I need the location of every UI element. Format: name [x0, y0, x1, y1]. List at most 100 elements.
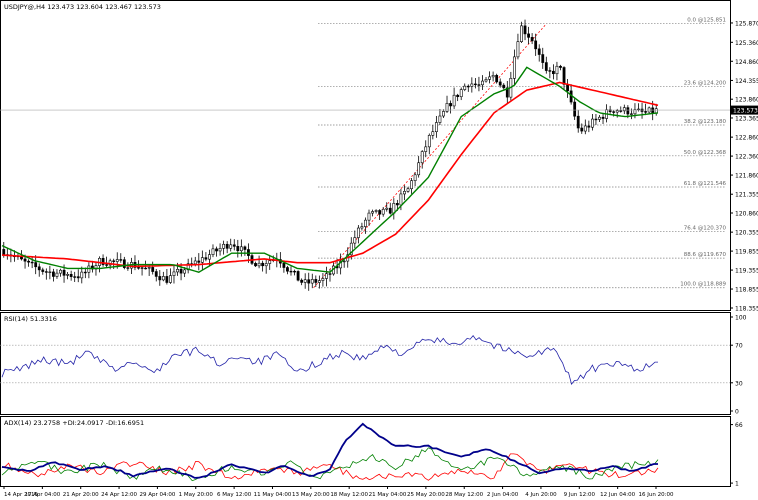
candle-bear [179, 268, 183, 274]
candle-bear [137, 267, 140, 269]
candle-bear [296, 271, 300, 281]
candle-bear [165, 276, 169, 283]
candle-bear [289, 270, 293, 273]
candle-bull [317, 280, 321, 283]
candle-bear [608, 109, 612, 112]
moving-averages [1, 66, 659, 273]
candle-bull [442, 111, 445, 117]
candle-bull [583, 125, 587, 132]
candle-bull [169, 275, 172, 283]
price-tick-label: 118.855 [735, 287, 758, 294]
candle-bull [176, 268, 179, 273]
candle-bull [147, 267, 151, 269]
candle-bull [371, 211, 374, 214]
candle-bear [62, 269, 66, 276]
candle-bear [644, 111, 647, 113]
price-tick-label: 119.855 [735, 249, 758, 256]
price-tick-label: 125.360 [735, 40, 758, 47]
price-tick-label: 120.860 [735, 210, 758, 217]
candle-bull [630, 113, 633, 115]
candle-bull [633, 109, 637, 115]
time-tick-label: 9 Jun 12:00 [564, 492, 596, 498]
price-tick-label: 119.355 [735, 268, 758, 275]
candle-bull [183, 269, 187, 274]
candle-bull [438, 115, 442, 123]
candle-bull [353, 237, 357, 244]
candle-bear [83, 271, 87, 274]
candle-bull [222, 243, 226, 249]
candle-bull [424, 146, 428, 152]
candle-bull [615, 110, 619, 113]
candle-bear [378, 210, 382, 215]
candle-bull [622, 107, 626, 112]
candle-bull [193, 260, 197, 265]
candle-bull [339, 260, 343, 269]
candle-bull [463, 85, 467, 90]
candle-bull [516, 41, 520, 58]
candle-bear [204, 257, 208, 260]
candle-bear [76, 276, 80, 279]
candle-bear [498, 81, 502, 86]
candle-bull [172, 271, 176, 276]
candle-bear [328, 273, 332, 275]
candle-bear [587, 125, 591, 128]
candle-bull [200, 257, 204, 263]
candle-bear [30, 261, 34, 264]
ma-fast-line [1, 66, 659, 273]
rsi-tick-label: 100 [735, 315, 747, 322]
rsi-tick-label: 70 [735, 343, 743, 350]
price-tick-label: 123.365 [735, 115, 758, 122]
candle-bull [434, 122, 438, 133]
candle-bear [154, 271, 158, 277]
fib-level-label: 38.2 @123.180 [684, 119, 727, 125]
candle-bear [144, 267, 148, 270]
candle-bear [594, 118, 598, 121]
candle-bull [321, 278, 325, 281]
fib-level-label: 100.0 @118.889 [680, 282, 726, 288]
candle-bull [555, 65, 559, 75]
time-tick-label: 17 Apr 04:00 [24, 492, 60, 498]
candle-bull [427, 135, 431, 148]
fib-level-label: 61.8 @121.546 [684, 181, 727, 187]
candle-bull [452, 94, 456, 107]
candle-bull [325, 273, 328, 279]
candle-bear [151, 267, 155, 272]
candlestick-series [2, 19, 658, 291]
rsi-panel: 100 70 30 0 [0, 315, 747, 416]
candle-bear [466, 85, 470, 88]
candle-bear [505, 87, 509, 98]
time-tick-label: 11 May 04:00 [254, 492, 292, 498]
time-tick-label: 16 Jun 20:00 [639, 492, 674, 498]
candle-bull [654, 108, 658, 114]
trend-line-group [313, 23, 547, 289]
candle-bull [48, 271, 52, 274]
candle-bear [69, 274, 73, 277]
candle-bear [300, 279, 304, 283]
candle-bear [236, 246, 240, 252]
candle-bear [44, 271, 48, 273]
fib-level-label: 23.6 @124.200 [684, 80, 727, 86]
time-tick-label: 2 Jun 04:00 [487, 492, 519, 498]
candle-bear [544, 62, 548, 71]
time-tick-label: 13 May 20:00 [292, 492, 330, 498]
candle-bear [530, 37, 534, 42]
candle-bull [356, 227, 360, 238]
candle-bear [626, 107, 630, 115]
candle-bull [364, 219, 367, 227]
candle-bull [491, 75, 495, 78]
fib-level-label: 88.6 @119.670 [684, 252, 727, 258]
price-tick-label: 124.355 [735, 78, 758, 85]
candle-bear [456, 94, 460, 98]
candle-bull [598, 116, 601, 120]
rsi-tick-label: 0 [735, 409, 739, 416]
candle-bear [566, 84, 569, 92]
price-tick-label: 121.355 [735, 192, 758, 199]
candle-bull [211, 248, 215, 255]
candle-bear [502, 84, 506, 89]
candle-bear [52, 271, 55, 277]
candle-bull [310, 279, 314, 284]
candle-bull [59, 269, 62, 274]
candle-bull [484, 79, 488, 82]
